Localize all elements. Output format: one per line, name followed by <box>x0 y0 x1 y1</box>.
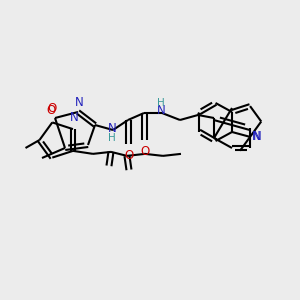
Text: O: O <box>47 102 57 115</box>
Text: O: O <box>47 104 56 117</box>
Text: O: O <box>140 145 150 158</box>
Text: N: N <box>108 122 116 134</box>
Text: H: H <box>108 133 116 143</box>
Text: N: N <box>70 111 78 124</box>
Text: H: H <box>157 98 165 108</box>
Text: N: N <box>75 96 83 109</box>
Text: N: N <box>157 104 165 118</box>
Text: N: N <box>253 130 262 143</box>
Text: O: O <box>124 149 134 162</box>
Text: N: N <box>252 130 261 143</box>
